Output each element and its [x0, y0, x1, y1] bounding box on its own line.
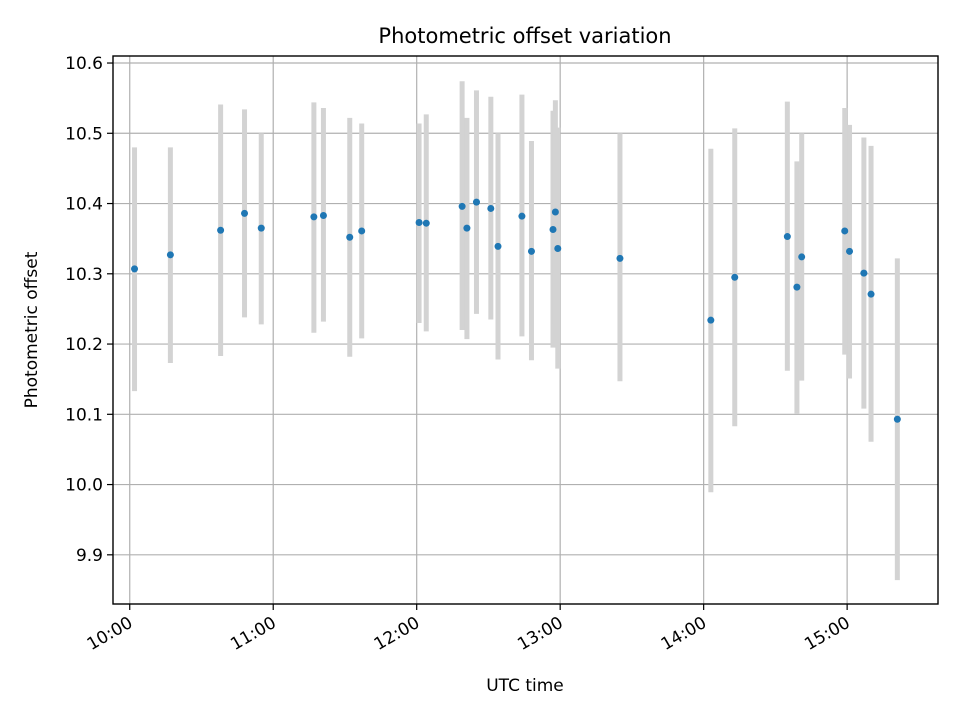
- grid-lines: [113, 56, 938, 604]
- y-tick-label: 10.2: [65, 335, 103, 355]
- data-point: [860, 269, 868, 277]
- data-point: [166, 251, 174, 259]
- data-point: [487, 204, 495, 212]
- y-tick-label: 10.4: [65, 195, 103, 215]
- data-point: [217, 226, 225, 234]
- data-point: [422, 219, 430, 227]
- data-point: [458, 202, 466, 210]
- x-tick-label: 12:00: [371, 613, 423, 655]
- data-point: [793, 283, 801, 291]
- data-point: [527, 247, 535, 255]
- data-points: [131, 198, 901, 423]
- data-point: [616, 254, 624, 262]
- data-point: [131, 265, 139, 273]
- y-tick-label: 10.6: [65, 54, 103, 74]
- data-point: [358, 227, 366, 235]
- x-tick-label: 14:00: [658, 613, 710, 655]
- data-point: [798, 253, 806, 261]
- error-bars: [132, 81, 900, 581]
- x-tick-label: 13:00: [514, 613, 566, 655]
- data-point: [707, 316, 715, 324]
- data-point: [783, 233, 791, 241]
- y-tick-label: 10.5: [65, 124, 103, 144]
- y-tick-label: 10.0: [65, 476, 103, 496]
- data-point: [494, 242, 502, 250]
- plot-frame: [112, 55, 939, 605]
- data-point: [463, 224, 471, 232]
- y-tick-label: 9.9: [76, 546, 103, 566]
- data-point: [867, 290, 875, 298]
- data-point: [846, 247, 854, 255]
- y-tick-label: 10.3: [65, 265, 103, 285]
- data-point: [731, 273, 739, 281]
- data-point: [346, 233, 354, 241]
- data-point: [415, 219, 423, 227]
- data-point: [257, 224, 265, 232]
- data-point: [310, 213, 318, 221]
- y-tick-label: 10.1: [65, 405, 103, 425]
- data-point: [893, 415, 901, 423]
- data-point: [551, 208, 559, 216]
- y-axis-label: Photometric offset: [22, 251, 42, 408]
- data-point: [554, 245, 562, 253]
- chart-title: Photometric offset variation: [378, 24, 671, 48]
- x-axis: 10:00 11:00 12:00 13:00 14:00 15:00: [84, 604, 854, 655]
- data-point: [241, 209, 249, 217]
- x-axis-label: UTC time: [486, 676, 564, 696]
- data-point: [549, 226, 557, 234]
- y-axis: 9.9 10.0 10.1 10.2 10.3 10.4 10.5 10.6: [65, 54, 113, 566]
- x-tick-label: 10:00: [84, 613, 136, 655]
- data-point: [472, 198, 480, 206]
- x-tick-label: 11:00: [227, 613, 279, 655]
- data-point: [518, 212, 526, 220]
- data-point: [841, 227, 849, 235]
- data-point: [319, 211, 327, 219]
- x-tick-label: 15:00: [801, 613, 853, 655]
